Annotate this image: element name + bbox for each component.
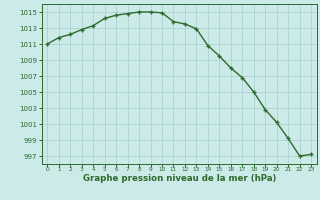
X-axis label: Graphe pression niveau de la mer (hPa): Graphe pression niveau de la mer (hPa) [83,174,276,183]
